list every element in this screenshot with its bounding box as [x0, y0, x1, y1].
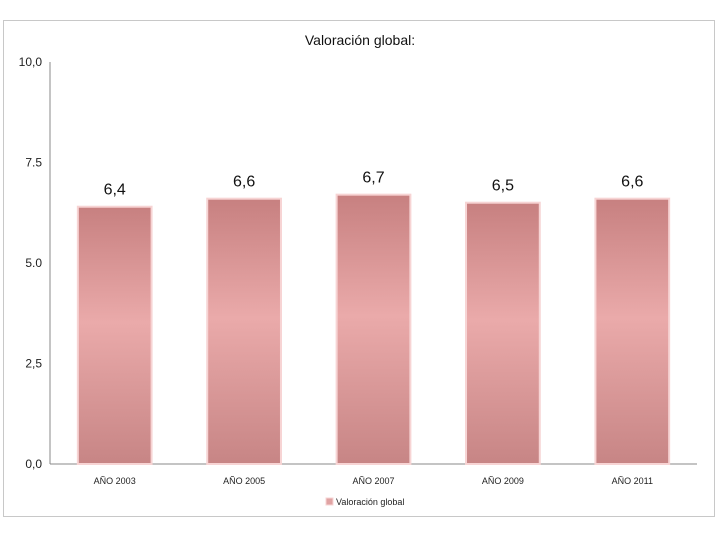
- x-tick-label: AÑO 2011: [612, 476, 653, 486]
- data-label: 6,5: [492, 178, 514, 195]
- legend: Valoración global: [325, 497, 404, 507]
- y-tick-label: 10,0: [19, 55, 43, 69]
- x-tick-label: AÑO 2003: [94, 476, 136, 486]
- bar: [76, 205, 153, 465]
- bars: [76, 193, 671, 465]
- y-tick-label: 0,0: [25, 457, 42, 471]
- x-tick-label: AÑO 2005: [223, 476, 265, 486]
- x-tick-label: AÑO 2009: [482, 476, 524, 486]
- bar: [206, 197, 282, 465]
- data-label: 6,6: [621, 174, 643, 191]
- bar: [465, 201, 541, 465]
- bar: [594, 197, 671, 465]
- y-tick-label: 2,5: [25, 357, 42, 371]
- chart-title: Valoración global:: [305, 32, 415, 48]
- axes: 0,0 2,5 5.0 7.5 10,0: [19, 55, 697, 471]
- y-tick-label: 5.0: [25, 256, 42, 270]
- y-tick-label: 7.5: [25, 156, 42, 170]
- data-labels: AÑO 2003 6,4 AÑO 2005 6,6 AÑO 2007 6,7 AÑO 200…: [94, 170, 653, 486]
- legend-swatch: [325, 497, 334, 506]
- bar: [335, 193, 412, 465]
- data-label: 6,7: [362, 170, 384, 187]
- data-label: 6,4: [104, 182, 126, 199]
- legend-label: Valoración global: [336, 497, 404, 507]
- data-label: 6,6: [233, 174, 255, 191]
- x-tick-label: AÑO 2007: [352, 476, 394, 486]
